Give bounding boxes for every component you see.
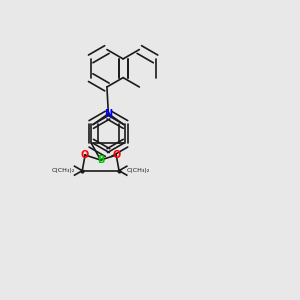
Text: O: O (112, 150, 120, 160)
Text: C(CH₃)₂: C(CH₃)₂ (52, 168, 75, 173)
Text: B: B (97, 155, 104, 165)
Text: C(CH₃)₂: C(CH₃)₂ (127, 168, 150, 173)
Text: N: N (104, 109, 112, 119)
Text: O: O (81, 150, 89, 160)
